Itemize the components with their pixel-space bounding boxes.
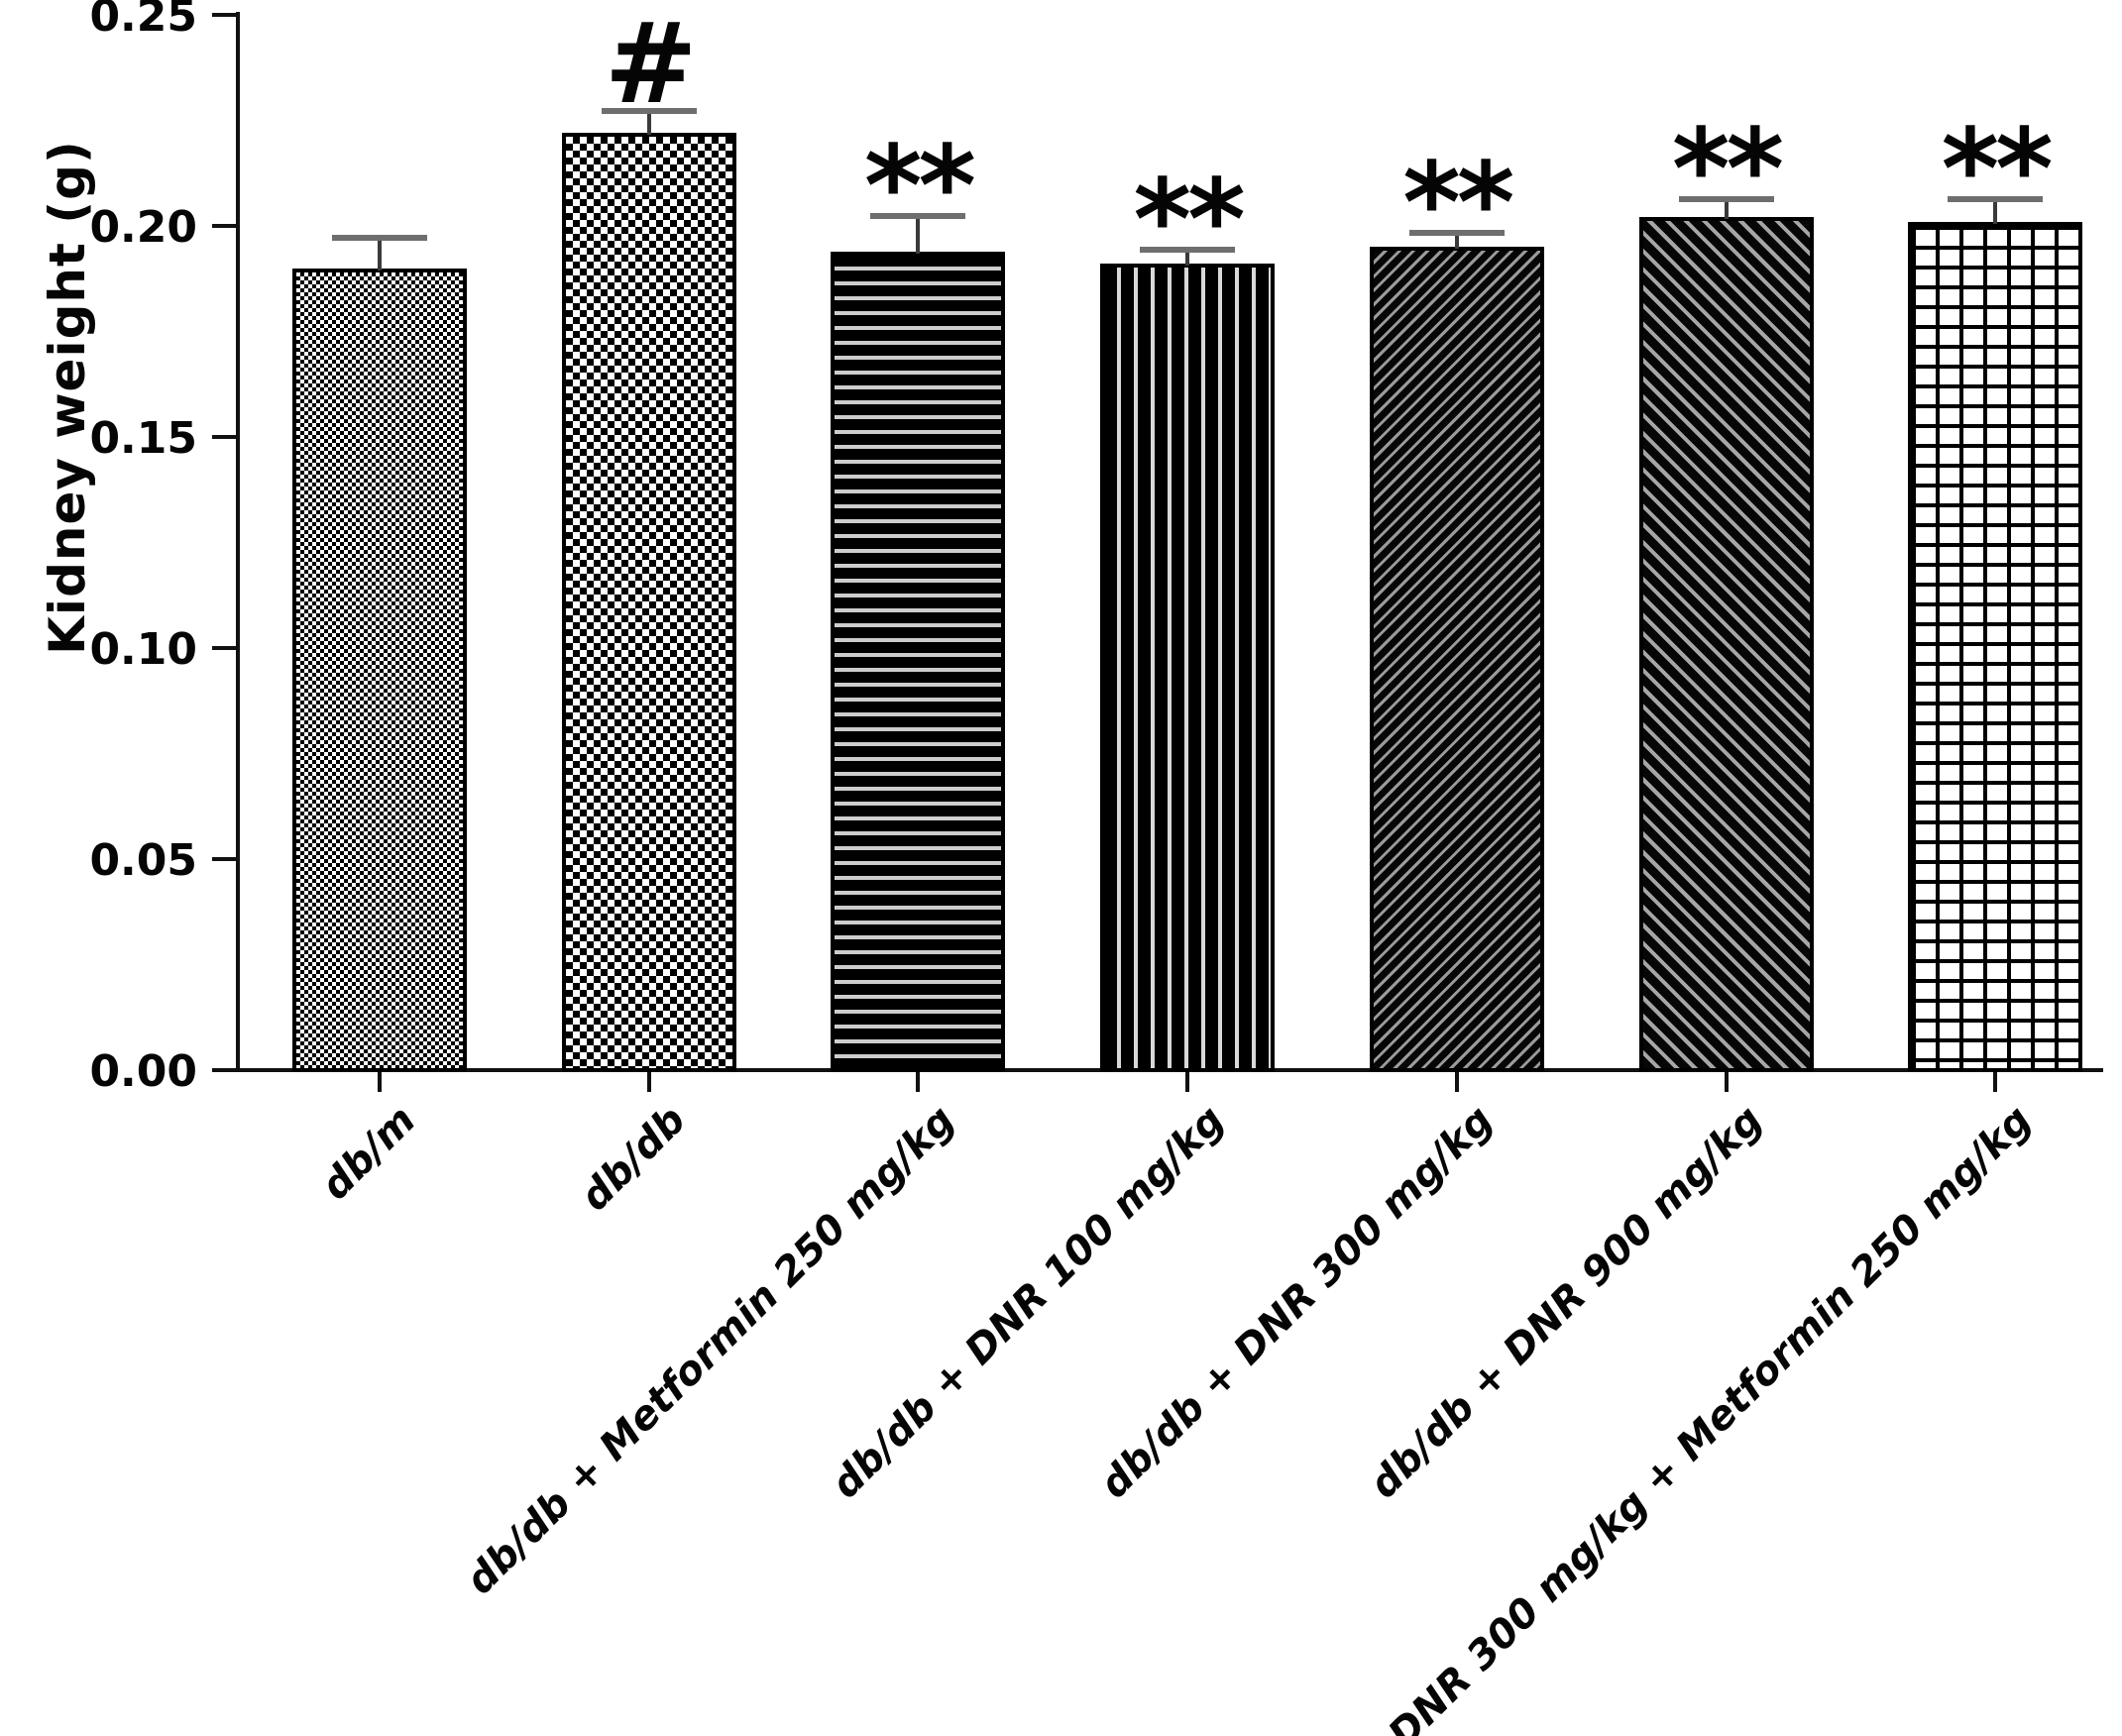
y-axis-line [236, 12, 240, 1072]
error-bar-stem [1454, 234, 1459, 250]
x-axis-category-label: db/m [312, 1097, 425, 1210]
y-axis-tick-label: 0.05 [89, 835, 197, 886]
bar-diagonal-up [1369, 247, 1544, 1072]
x-axis-tick [1993, 1072, 1998, 1092]
x-axis-tick [1185, 1072, 1190, 1092]
significance-asterisks-label: ** [1402, 140, 1514, 270]
y-axis-tick [212, 1068, 238, 1072]
error-bar-cap [1140, 247, 1236, 254]
error-bar-stem [1724, 200, 1729, 220]
y-axis-title: Kidney weight (g) [39, 140, 96, 655]
bar-vertical-lines [1100, 264, 1276, 1072]
error-bar-stem [1185, 251, 1190, 267]
y-axis-tick-label: 0.15 [89, 413, 197, 464]
y-axis-tick [212, 13, 238, 17]
y-axis-tick [212, 224, 238, 228]
bar-horizontal-lines [831, 251, 1006, 1072]
x-axis-tick [1724, 1072, 1729, 1092]
y-axis-tick-label: 0.25 [89, 0, 197, 42]
bar-coarse-checker [561, 133, 736, 1072]
significance-asterisks-label: ** [863, 123, 976, 253]
error-bar-cap [1678, 196, 1774, 203]
significance-asterisks-label: ** [1133, 157, 1246, 286]
x-axis-tick [916, 1072, 921, 1092]
bar-diagonal-down [1638, 217, 1814, 1072]
error-bar-cap [332, 234, 427, 241]
error-bar-stem [916, 217, 921, 254]
y-axis-tick-label: 0.00 [89, 1046, 197, 1097]
error-bar-stem [1993, 200, 1998, 224]
x-axis-category-label: db/db [571, 1097, 695, 1221]
x-axis-tick [646, 1072, 651, 1092]
error-bar-cap [870, 213, 966, 220]
y-axis-tick [212, 857, 238, 861]
x-axis-category-label: db/db + Metformin 250 mg/kg [457, 1097, 964, 1604]
x-axis-tick [378, 1072, 382, 1092]
error-bar-cap [601, 107, 697, 114]
y-axis-tick-label: 0.10 [89, 624, 197, 675]
bar-grid [1908, 221, 2083, 1072]
significance-asterisks-label: ** [1671, 106, 1784, 236]
y-axis-tick-label: 0.20 [89, 202, 197, 253]
significance-asterisks-label: ** [1941, 106, 2054, 236]
significance-hash-label: # [604, 0, 698, 129]
y-axis-tick [212, 435, 238, 439]
error-bar-stem [378, 238, 382, 271]
bar-fine-checker [292, 268, 467, 1072]
error-bar-cap [1948, 196, 2044, 203]
error-bar-cap [1408, 230, 1505, 237]
error-bar-stem [646, 111, 651, 136]
y-axis-tick [212, 646, 238, 650]
x-axis-tick [1454, 1072, 1459, 1092]
